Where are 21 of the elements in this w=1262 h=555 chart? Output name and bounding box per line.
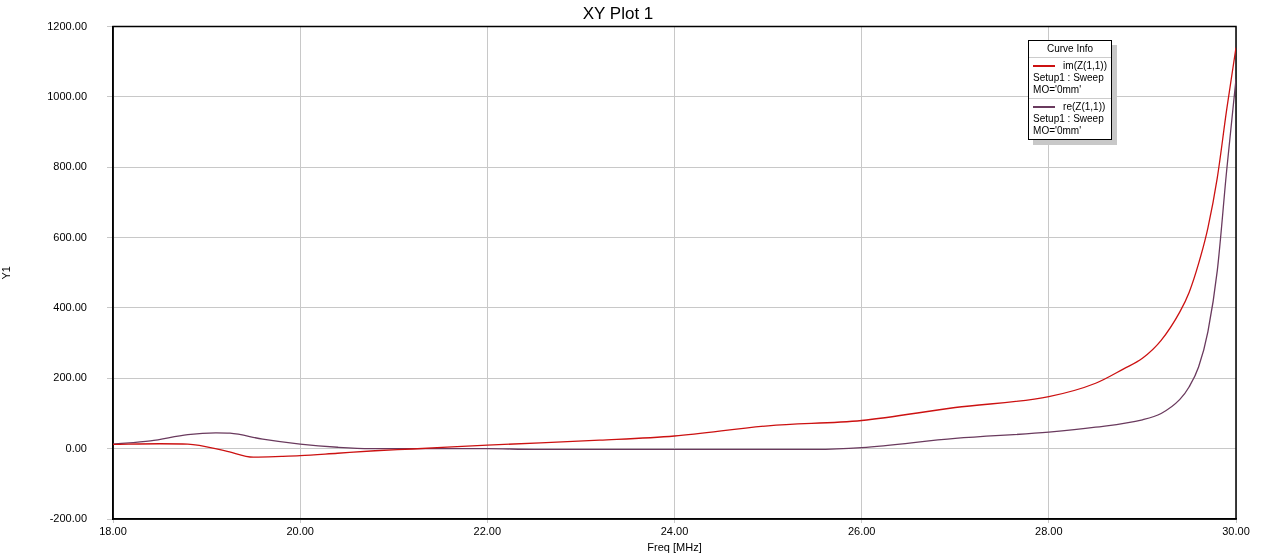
y-tick-label: 1200.00	[47, 19, 87, 32]
y-tick-label: 800.00	[53, 160, 87, 173]
x-tick-label: 22.00	[473, 524, 502, 537]
x-tick-label: 26.00	[847, 524, 876, 537]
x-tick-label: 28.00	[1035, 524, 1063, 537]
y-tick-label: 400.00	[53, 301, 87, 313]
y-tick-label: -200.00	[49, 512, 87, 525]
legend-title: Curve Info	[1029, 41, 1111, 58]
y-tick-label: 0.00	[65, 441, 87, 454]
x-tick-label: 30.00	[1222, 524, 1250, 537]
x-axis-title: Freq [MHz]	[647, 541, 702, 554]
y-axis-title: Y1	[0, 266, 12, 280]
x-tick-label: 24.00	[660, 524, 689, 537]
legend-label: re(Z(1,1)) Setup1 : Sweep MO='0mm'	[1032, 100, 1107, 138]
y-tick-label: 600.00	[53, 230, 87, 243]
x-tick-label: 20.00	[286, 524, 314, 537]
chart-title: XY Plot 1	[582, 4, 654, 24]
y-tick-label: 200.00	[53, 371, 87, 384]
legend-label: im(Z(1,1)) Setup1 : Sweep MO='0mm'	[1029, 58, 1111, 99]
y-tick-label: 1000.00	[47, 89, 87, 102]
x-tick-label: 18.00	[99, 524, 127, 537]
